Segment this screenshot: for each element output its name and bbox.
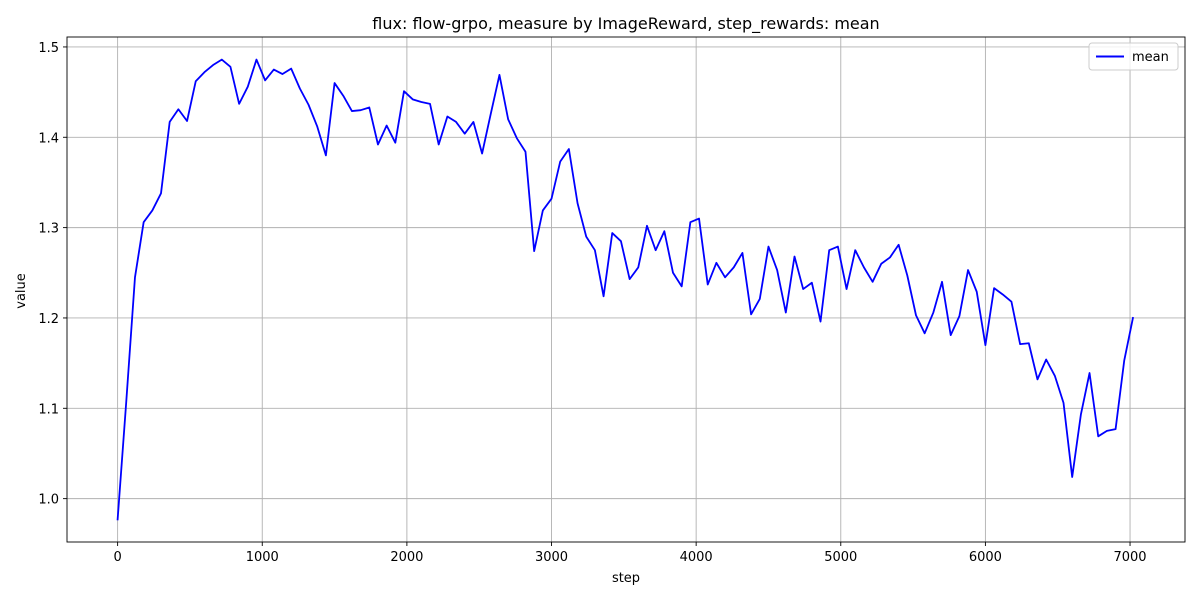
y-tick-label: 1.3: [38, 222, 59, 237]
x-tick-label: 0: [113, 550, 121, 565]
legend-label-mean: mean: [1132, 50, 1169, 65]
y-axis-label: value: [14, 273, 29, 309]
x-tick-label: 2000: [390, 550, 423, 565]
legend: mean: [1088, 42, 1179, 71]
grid: [67, 37, 1185, 542]
x-axis-label: step: [612, 571, 640, 586]
plot-frame: [66, 36, 1186, 543]
x-tick-label: 4000: [680, 550, 713, 565]
legend-box: [1088, 42, 1179, 71]
x-tick-label: 7000: [1113, 550, 1146, 565]
series-line-mean: [116, 58, 1134, 521]
x-tick-label: 1000: [246, 550, 279, 565]
y-tick-label: 1.4: [38, 131, 59, 146]
chart-title: flux: flow-grpo, measure by ImageReward,…: [372, 14, 879, 34]
axis-ticks: 0 1000 2000 3000 4000 5000 6000 7000 1.0 1.1 1.2 1.…: [38, 41, 1146, 565]
y-tick-label: 1.1: [38, 402, 59, 417]
y-tick-label: 1.0: [38, 493, 59, 508]
x-tick-label: 6000: [969, 550, 1002, 565]
x-tick-label: 5000: [824, 550, 857, 565]
y-tick-label: 1.5: [38, 41, 59, 56]
x-tick-label: 3000: [535, 550, 568, 565]
series-layer: [116, 58, 1134, 521]
y-tick-label: 1.2: [38, 312, 59, 327]
